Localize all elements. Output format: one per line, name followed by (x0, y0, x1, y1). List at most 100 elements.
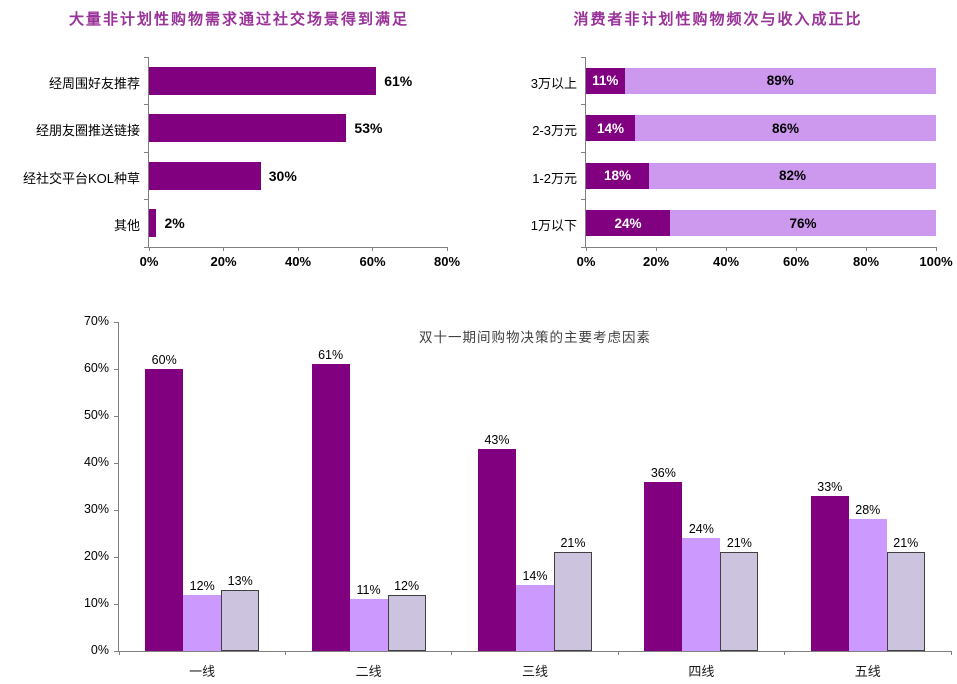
x-axis-tick-label: 20% (642, 254, 670, 269)
bar-group: 60% 12% 13% (119, 353, 285, 651)
x-category-label: 三线 (521, 664, 549, 679)
category-label: 经朋友圈推送链接 (35, 123, 140, 139)
y-axis-tick (581, 151, 585, 153)
y-axis-tick (581, 246, 585, 248)
bar (149, 209, 157, 238)
bar-group: 36% 24% 21% (618, 466, 784, 651)
stacked-segment-dark: 18% (586, 162, 649, 189)
x-axis-tick-label: 40% (284, 254, 312, 269)
y-axis-tick (114, 368, 118, 370)
x-axis-tick (148, 247, 150, 251)
stacked-bar-row: 24% 76% (586, 210, 936, 237)
y-axis-tick (144, 104, 148, 105)
x-axis-tick (935, 247, 937, 251)
y-axis-tick-label: 50% (83, 408, 109, 422)
bar-with-label: 21% (720, 536, 759, 651)
stacked-segment-dark: 11% (586, 67, 625, 94)
y-axis-tick-label: 20% (83, 549, 109, 563)
chart-income-frequency: 消费者非计划性购物频次与收入成正比 11% 89% 14% 86% 18% 82% 24% 7… (479, 0, 957, 300)
category-label: 3万以上 (530, 75, 577, 91)
y-axis-tick-label: 60% (83, 361, 109, 375)
bar-value-label: 24% (688, 522, 714, 537)
bar (149, 66, 377, 95)
bar (720, 552, 759, 651)
x-axis-tick (446, 247, 448, 251)
y-axis-tick (581, 56, 585, 58)
x-axis-tick (725, 247, 727, 251)
y-axis-tick (114, 650, 118, 652)
bar (311, 364, 350, 651)
x-axis-tick-label: 40% (712, 254, 740, 269)
bar-with-label: 28% (848, 503, 887, 651)
bar (145, 369, 184, 651)
bar (515, 585, 554, 651)
y-axis-tick (144, 246, 148, 248)
stacked-bar-row: 11% 89% (586, 67, 936, 94)
x-axis-tick (865, 247, 867, 251)
x-axis-tick (372, 247, 373, 251)
bar-with-label: 14% (515, 569, 554, 651)
y-axis-tick (144, 151, 148, 153)
y-axis-tick-label: 40% (83, 455, 109, 469)
bar (149, 161, 261, 190)
bar-with-label: 12% (387, 578, 426, 651)
bar-with-label: 13% (221, 574, 260, 651)
category-label: 1万以下 (530, 218, 577, 234)
stacked-segment-light: 89% (624, 67, 936, 94)
x-axis-tick (223, 247, 224, 251)
y-axis-tick (114, 462, 118, 464)
y-axis-tick (114, 603, 118, 605)
chart3-plot: 双十一期间购物决策的主要考虑因素 0% 10% 20% 30% 40% 50% 60% 70%… (84, 314, 952, 679)
bar-group: 43% 14% 21% (452, 433, 618, 651)
y-axis-tick-label: 0% (90, 643, 109, 657)
bar-value-label: 33% (817, 479, 843, 494)
x-axis-tick (297, 247, 299, 251)
x-axis-tick-label: 0% (139, 254, 159, 269)
bar-value-label: 60% (151, 353, 177, 367)
chart3-title: 双十一期间购物决策的主要考虑因素 (419, 330, 651, 345)
bar-value-label: 2% (164, 215, 185, 232)
bar-with-label: 24% (682, 522, 721, 651)
bar (477, 448, 516, 651)
chart1-plot: 61% 53% 30% 2% 0% 20% 40% 60% 80% (140, 56, 460, 269)
x-axis-tick-label: 60% (782, 254, 810, 269)
stacked-segment-light: 82% (649, 162, 936, 189)
bar-with-label: 43% (477, 432, 516, 651)
x-axis-tick-label: 80% (433, 254, 461, 269)
bar-value-label: 21% (560, 536, 586, 551)
bar (183, 594, 222, 651)
y-axis-tick (114, 415, 118, 417)
category-label: 经周围好友推荐 (48, 75, 140, 91)
x-axis-tick (795, 247, 797, 251)
bar-with-label: 21% (886, 536, 925, 651)
y-axis-tick (114, 556, 118, 558)
chart-decision-factors: 双十一期间购物决策的主要考虑因素 0% 10% 20% 30% 40% 50% 60% 70%… (0, 300, 957, 684)
bar-value-label: 43% (484, 432, 510, 447)
bar-with-label: 61% (311, 348, 350, 651)
x-axis-tick-label: 80% (852, 254, 880, 269)
x-axis-tick (585, 247, 587, 251)
bar-value-label: 53% (354, 120, 383, 137)
bar (848, 519, 887, 651)
x-axis-tick-label: 60% (359, 254, 386, 269)
y-axis-tick (581, 199, 585, 200)
y-axis-tick (144, 199, 148, 200)
category-label: 经社交平台KOL种草 (22, 170, 140, 186)
y-axis-tick (144, 56, 148, 58)
bar-value-label: 12% (394, 578, 420, 593)
x-axis-tick (617, 651, 619, 655)
stacked-segment-light: 86% (635, 115, 936, 142)
bar (886, 552, 925, 651)
bar-row: 53% (149, 105, 447, 153)
x-axis-tick-label: 20% (210, 254, 237, 269)
x-axis-tick-label: 0% (576, 254, 596, 269)
y-axis-tick-label: 70% (83, 314, 109, 328)
x-axis-tick-label: 100% (919, 254, 953, 269)
bar (644, 481, 683, 651)
category-label: 1-2万元 (532, 170, 577, 186)
stacked-bar-row: 14% 86% (586, 115, 936, 142)
bar-value-label: 61% (318, 348, 344, 363)
y-axis-tick (114, 509, 118, 511)
bar-row: 61% (149, 57, 447, 105)
